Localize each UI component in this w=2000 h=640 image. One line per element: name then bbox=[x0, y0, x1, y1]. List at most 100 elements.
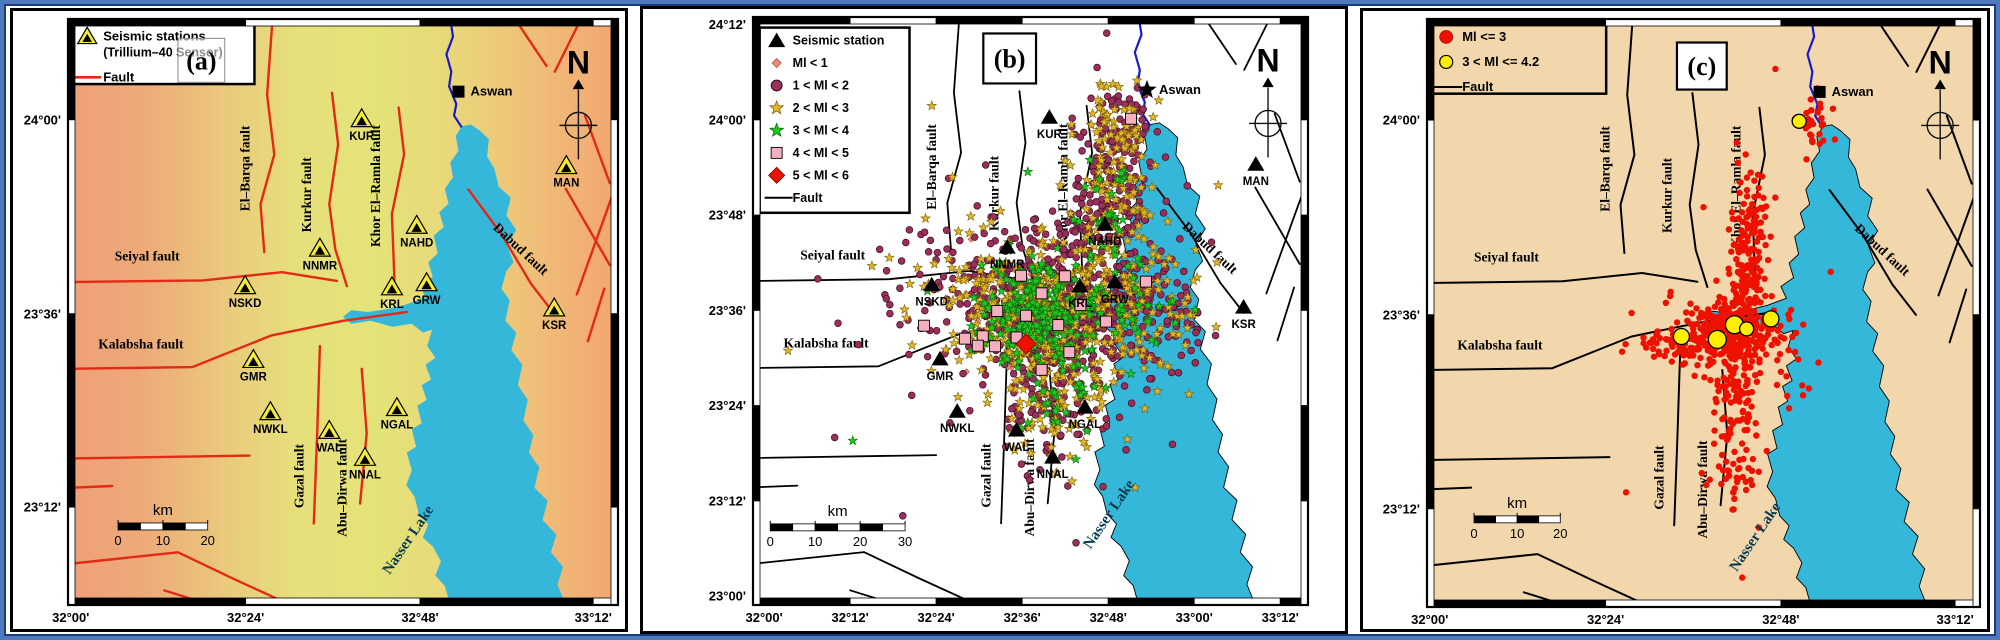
fault-label-abu-dirwa-fault: Abu–Dirwa fault bbox=[1022, 438, 1037, 536]
fault-line-el-barqa-fault bbox=[946, 22, 963, 252]
x-axis-tick-label: 33°12' bbox=[1262, 610, 1299, 625]
fault-line bbox=[753, 551, 976, 605]
fault-label-kalabsha-fault: Kalabsha fault bbox=[98, 336, 184, 351]
station-label-GRW: GRW bbox=[413, 295, 441, 307]
station-KSR: KSR bbox=[1231, 299, 1256, 331]
station-label-NSKD: NSKD bbox=[915, 297, 948, 309]
legend-label: 3 < Ml < 4 bbox=[793, 123, 849, 137]
y-axis-tick-label: 23°36' bbox=[24, 306, 61, 321]
map-area-c: El–Barqa fault Kurkur fault Khor El–Ramla … bbox=[1427, 19, 1980, 607]
fault-label-abu-dirwa-fault: Abu–Dirwa fault bbox=[334, 438, 349, 536]
scale-bar-tick-label: 10 bbox=[808, 534, 822, 549]
y-axis-tick-label: 23°12' bbox=[1383, 501, 1420, 516]
station-label-WAL: WAL bbox=[1004, 442, 1030, 454]
panel-tag-label: (b) bbox=[994, 44, 1026, 73]
legend-label: Ml <= 3 bbox=[1462, 29, 1506, 44]
fault-line bbox=[753, 484, 799, 489]
station-NGAL: NGAL bbox=[381, 396, 413, 432]
station-KUR: KUR bbox=[1037, 109, 1063, 141]
scale-bar-unit: km bbox=[828, 503, 848, 520]
panel-tag-label: (a) bbox=[186, 46, 216, 75]
fault-line bbox=[1207, 22, 1237, 65]
y-axis-tick-label: 24°00' bbox=[1383, 113, 1420, 128]
aswan-city-marker: Aswan bbox=[1137, 79, 1201, 98]
fault-label-kurkur-fault: Kurkur fault bbox=[299, 157, 314, 233]
yellow-event bbox=[1791, 113, 1807, 129]
station-NSKD: NSKD bbox=[915, 276, 948, 309]
y-axis-tick-label: 24°00' bbox=[24, 112, 61, 127]
aswan-label: Aswan bbox=[471, 84, 513, 99]
station-label-KSR: KSR bbox=[542, 320, 567, 332]
legend-label: 3 < Ml <= 4.2 bbox=[1462, 54, 1539, 69]
fault-label-kurkur-fault: Kurkur fault bbox=[1659, 157, 1674, 233]
legend: Ml <= 3 3 < Ml <= 4.2 Fault bbox=[1427, 20, 1608, 95]
station-NNMR: NNMR bbox=[303, 237, 338, 272]
station-label-KRL: KRL bbox=[1068, 298, 1092, 310]
nasser-lake bbox=[343, 124, 566, 605]
scale-bar-tick-label: 10 bbox=[156, 533, 170, 548]
y-axis-tick-label: 23°24' bbox=[709, 398, 746, 413]
north-compass-icon: N bbox=[1249, 42, 1288, 158]
fault-line bbox=[1254, 186, 1301, 265]
y-axis-tick-label: 24°12' bbox=[709, 17, 746, 32]
fault-line-gazal-fault bbox=[1673, 346, 1682, 527]
fault-label-kalabsha-fault: Kalabsha fault bbox=[784, 336, 870, 351]
legend-label: Ml < 1 bbox=[793, 56, 828, 70]
station-MAN: MAN bbox=[1243, 156, 1269, 188]
station-GMR: GMR bbox=[240, 348, 267, 384]
fault-line-gazal-fault bbox=[312, 344, 322, 525]
fault-line bbox=[517, 23, 548, 68]
station-GRW: GRW bbox=[413, 271, 441, 307]
scale-bar-tick-label: 0 bbox=[767, 534, 774, 549]
station-NSKD: NSKD bbox=[229, 274, 261, 310]
station-label-NNAL: NNAL bbox=[1037, 469, 1069, 481]
fault-line-el-barqa-fault bbox=[259, 23, 276, 254]
fault-line-dabud-fault bbox=[1156, 187, 1245, 314]
station-label-WAL: WAL bbox=[316, 443, 342, 455]
station-GRW: GRW bbox=[1101, 273, 1129, 306]
ml-5-6-icon bbox=[768, 166, 786, 184]
yellow-event bbox=[1738, 321, 1755, 337]
fault-line-kalabsha-fault bbox=[68, 310, 408, 370]
station-NNAL: NNAL bbox=[349, 446, 381, 482]
fault-label-abu-dirwa-fault: Abu–Dirwa fault bbox=[1695, 440, 1710, 538]
station-NAHD: NAHD bbox=[1088, 216, 1121, 248]
fault-line-gazal-fault bbox=[1000, 344, 1009, 525]
station-NNMR: NNMR bbox=[990, 239, 1025, 271]
panel-a: El–Barqa fault Kurkur fault Khor El–Ramla … bbox=[10, 8, 628, 632]
seismicity-events bbox=[1618, 65, 1839, 581]
legend-label: 4 < Ml < 5 bbox=[793, 146, 849, 160]
fault-label-el-barqa-fault: El–Barqa fault bbox=[1598, 126, 1613, 212]
legend-label: Fault bbox=[1462, 79, 1494, 94]
seismicity-events bbox=[782, 29, 1224, 547]
map-area-a: El–Barqa fault Kurkur fault Khor El–Ramla … bbox=[68, 19, 618, 605]
fault-line bbox=[1427, 456, 1611, 461]
ml-3-4-icon bbox=[768, 122, 785, 138]
legend-label: Seismic station bbox=[793, 34, 885, 48]
scale-bar-tick-label: 10 bbox=[1510, 526, 1524, 541]
scale-bar: km 0 10 20 30 bbox=[767, 503, 913, 549]
x-axis-tick-label: 32°36' bbox=[1004, 610, 1041, 625]
fault-line-kurkur-fault bbox=[1688, 92, 1709, 289]
x-axis-tick-label: 32°12' bbox=[832, 610, 869, 625]
y-axis-tick-label: 23°36' bbox=[1383, 307, 1420, 322]
yellow-event bbox=[1707, 329, 1727, 350]
map-svg-b: El–Barqa fault Kurkur fault Khor El–Ramla … bbox=[709, 15, 1310, 625]
fault-line bbox=[1265, 192, 1304, 295]
panel-tag-label: (c) bbox=[1687, 52, 1716, 81]
map-svg-c: El–Barqa fault Kurkur fault Khor El–Ramla … bbox=[1383, 17, 1982, 627]
legend-label: 1 < Ml < 2 bbox=[793, 79, 849, 93]
y-axis-tick-label: 23°00' bbox=[709, 589, 746, 604]
scale-bar-tick-label: 0 bbox=[114, 533, 121, 548]
map-area-b: El–Barqa fault Kurkur fault Khor El–Ramla … bbox=[753, 17, 1308, 605]
y-axis-tick-label: 24°00' bbox=[709, 112, 746, 127]
scale-bar-unit: km bbox=[1507, 495, 1527, 512]
fault-line bbox=[1273, 113, 1301, 183]
main-event-diamond bbox=[1015, 333, 1037, 355]
legend-label: Fault bbox=[103, 69, 135, 84]
station-label-KUR: KUR bbox=[1037, 129, 1063, 141]
scale-bar-tick-label: 20 bbox=[1553, 526, 1567, 541]
fault-line-dabud-fault bbox=[467, 188, 556, 315]
station-NNAL: NNAL bbox=[1037, 449, 1069, 481]
station-label-MAN: MAN bbox=[1243, 176, 1269, 188]
